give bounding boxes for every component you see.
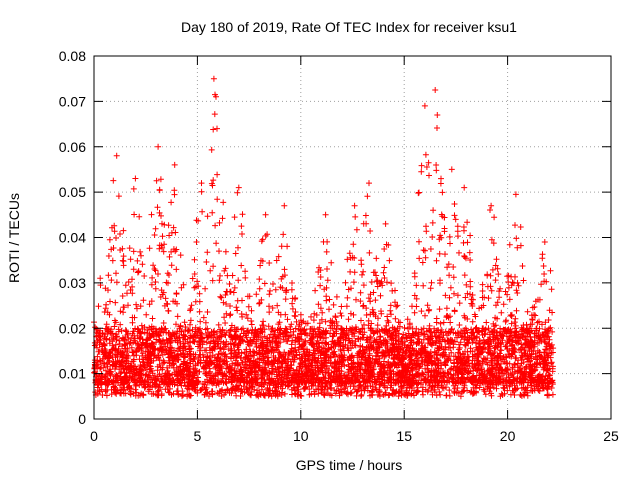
x-tick-label: 15 — [396, 428, 412, 444]
x-tick-label: 0 — [90, 428, 98, 444]
y-tick-label: 0.08 — [59, 48, 86, 64]
chart-title: Day 180 of 2019, Rate Of TEC Index for r… — [181, 19, 517, 35]
y-tick-label: 0.05 — [59, 184, 86, 200]
grid — [94, 56, 611, 419]
data-points — [91, 75, 557, 400]
x-tick-label: 5 — [194, 428, 202, 444]
x-tick-label: 25 — [603, 428, 619, 444]
series-roti-points — [91, 75, 557, 400]
x-axis-label: GPS time / hours — [296, 457, 403, 473]
y-tick-label: 0.07 — [59, 93, 86, 109]
y-tick-label: 0.03 — [59, 275, 86, 291]
x-tick-label: 10 — [293, 428, 309, 444]
x-tick-label: 20 — [500, 428, 516, 444]
axis-ticks: 0 0.01 0.02 0.03 0.04 0.05 0.06 0.07 0.08 0 5 10 15 2… — [59, 48, 619, 444]
y-tick-label: 0.01 — [59, 366, 86, 382]
y-tick-label: 0.02 — [59, 320, 86, 336]
y-axis-label: ROTI / TECUs — [6, 193, 22, 283]
y-tick-label: 0 — [78, 411, 86, 427]
y-tick-label: 0.04 — [59, 230, 86, 246]
y-tick-label: 0.06 — [59, 139, 86, 155]
